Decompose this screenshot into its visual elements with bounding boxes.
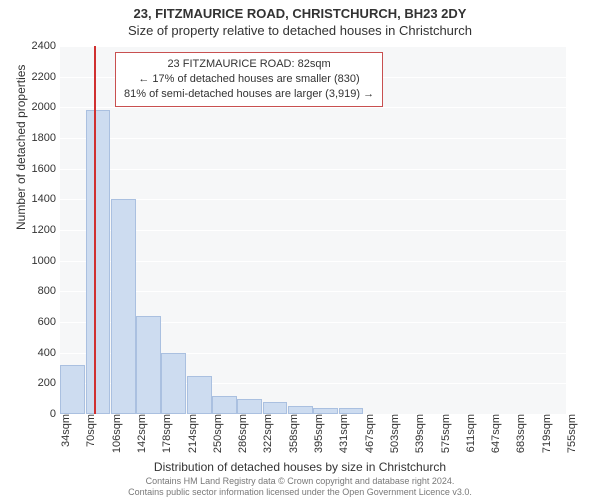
annotation-line-1: 23 FITZMAURICE ROAD: 82sqm: [124, 57, 374, 72]
histogram-bar: [86, 110, 111, 414]
histogram-bar: [212, 396, 237, 414]
y-tick-label: 2000: [32, 101, 60, 113]
y-tick-label: 800: [38, 285, 60, 297]
annotation-line-2: ← 17% of detached houses are smaller (83…: [124, 72, 374, 87]
y-tick-label: 1800: [32, 132, 60, 144]
histogram-bar: [111, 199, 136, 414]
annotation-box: 23 FITZMAURICE ROAD: 82sqm ← 17% of deta…: [115, 52, 383, 107]
chart-area: 23 FITZMAURICE ROAD: 82sqm ← 17% of deta…: [60, 46, 566, 414]
histogram-bar: [60, 365, 85, 414]
footer-line-1: Contains HM Land Registry data © Crown c…: [0, 476, 600, 487]
gridline: [60, 107, 566, 108]
x-tick-label: 322sqm: [260, 414, 274, 453]
title-line-2: Size of property relative to detached ho…: [0, 23, 600, 38]
y-tick-label: 2400: [32, 40, 60, 52]
gridline: [60, 230, 566, 231]
footer-attribution: Contains HM Land Registry data © Crown c…: [0, 476, 600, 499]
y-tick-label: 1400: [32, 193, 60, 205]
x-tick-label: 611sqm: [463, 414, 477, 452]
gridline: [60, 199, 566, 200]
y-axis-title: Number of detached properties: [14, 65, 28, 230]
x-tick-label: 286sqm: [235, 414, 249, 453]
y-tick-label: 1000: [32, 255, 60, 267]
annotation-line-3: 81% of semi-detached houses are larger (…: [124, 87, 374, 102]
x-tick-label: 503sqm: [387, 414, 401, 453]
x-tick-label: 250sqm: [210, 414, 224, 453]
x-tick-label: 358sqm: [286, 414, 300, 453]
histogram-bar: [288, 406, 313, 414]
x-tick-label: 70sqm: [83, 414, 97, 447]
x-tick-label: 719sqm: [539, 414, 553, 453]
x-tick-label: 34sqm: [58, 414, 72, 447]
y-tick-label: 2200: [32, 71, 60, 83]
gridline: [60, 261, 566, 262]
x-tick-label: 106sqm: [109, 414, 123, 453]
y-tick-label: 400: [38, 347, 60, 359]
x-tick-label: 431sqm: [336, 414, 350, 453]
x-tick-label: 647sqm: [488, 414, 502, 453]
gridline: [60, 291, 566, 292]
histogram-bar: [136, 316, 161, 414]
x-tick-label: 539sqm: [412, 414, 426, 453]
y-tick-label: 200: [38, 377, 60, 389]
x-axis-title: Distribution of detached houses by size …: [0, 460, 600, 474]
x-tick-label: 214sqm: [185, 414, 199, 453]
gridline: [60, 169, 566, 170]
gridline: [60, 46, 566, 47]
title-line-1: 23, FITZMAURICE ROAD, CHRISTCHURCH, BH23…: [0, 6, 600, 21]
x-tick-label: 755sqm: [564, 414, 578, 453]
x-tick-label: 683sqm: [513, 414, 527, 453]
footer-line-2: Contains public sector information licen…: [0, 487, 600, 498]
histogram-bar: [263, 402, 288, 414]
y-tick-label: 600: [38, 316, 60, 328]
y-tick-label: 1600: [32, 163, 60, 175]
gridline: [60, 138, 566, 139]
histogram-bar: [237, 399, 262, 414]
histogram-bar: [161, 353, 186, 414]
x-tick-label: 142sqm: [134, 414, 148, 453]
x-tick-label: 467sqm: [362, 414, 376, 453]
x-tick-label: 178sqm: [159, 414, 173, 453]
x-tick-label: 575sqm: [438, 414, 452, 453]
property-marker-line: [94, 46, 96, 414]
y-tick-label: 1200: [32, 224, 60, 236]
chart-title-block: 23, FITZMAURICE ROAD, CHRISTCHURCH, BH23…: [0, 0, 600, 40]
histogram-bar: [187, 376, 212, 414]
x-tick-label: 395sqm: [311, 414, 325, 453]
